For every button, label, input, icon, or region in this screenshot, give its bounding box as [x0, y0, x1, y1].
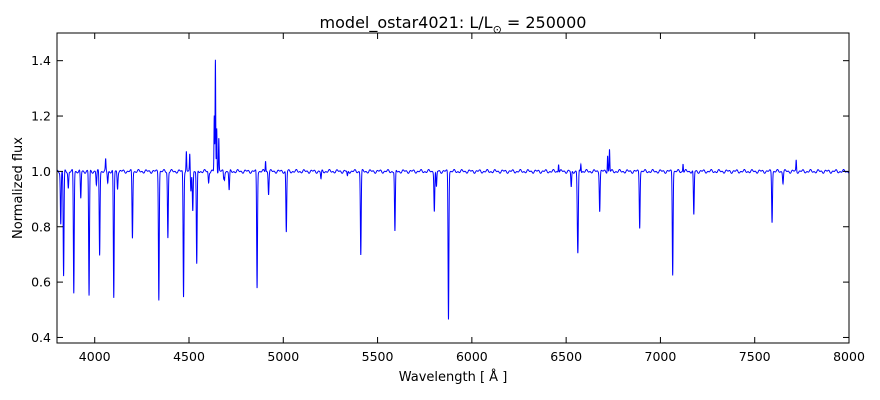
x-axis-label: Wavelength [ Å ] — [399, 369, 508, 385]
title-subscript: ⊙ — [493, 23, 502, 36]
y-axis-label: Normalized flux — [11, 137, 26, 239]
plot-frame — [56, 32, 850, 344]
x-tick-label: 5500 — [362, 349, 394, 364]
x-tick-label: 8000 — [833, 349, 865, 364]
x-tick-label: 5000 — [267, 349, 299, 364]
x-tick-label: 6000 — [456, 349, 488, 364]
y-tick-label: 1.2 — [31, 109, 51, 124]
x-tick-label: 4000 — [79, 349, 111, 364]
x-tick-label: 7000 — [645, 349, 677, 364]
x-tick-label: 6500 — [550, 349, 582, 364]
spectrum-line — [57, 59, 849, 320]
chart-title: model_ostar4021: L/L⊙ = 250000 — [320, 13, 587, 36]
y-tick-label: 1.4 — [31, 53, 51, 68]
y-tick-label: 0.4 — [31, 330, 51, 345]
title-value: = 250000 — [502, 13, 587, 32]
y-tick-label: 0.8 — [31, 219, 51, 234]
y-tick-label: 0.6 — [31, 275, 51, 290]
y-tick-label: 1.0 — [31, 164, 51, 179]
x-tick-label: 4500 — [173, 349, 205, 364]
x-axis-ticks: 4000 4500 5000 5500 6000 6500 7000 7500 8000 — [79, 33, 865, 364]
y-axis-ticks: 0.4 0.6 0.8 1.0 1.2 1.4 — [31, 53, 849, 345]
x-tick-label: 7500 — [739, 349, 771, 364]
